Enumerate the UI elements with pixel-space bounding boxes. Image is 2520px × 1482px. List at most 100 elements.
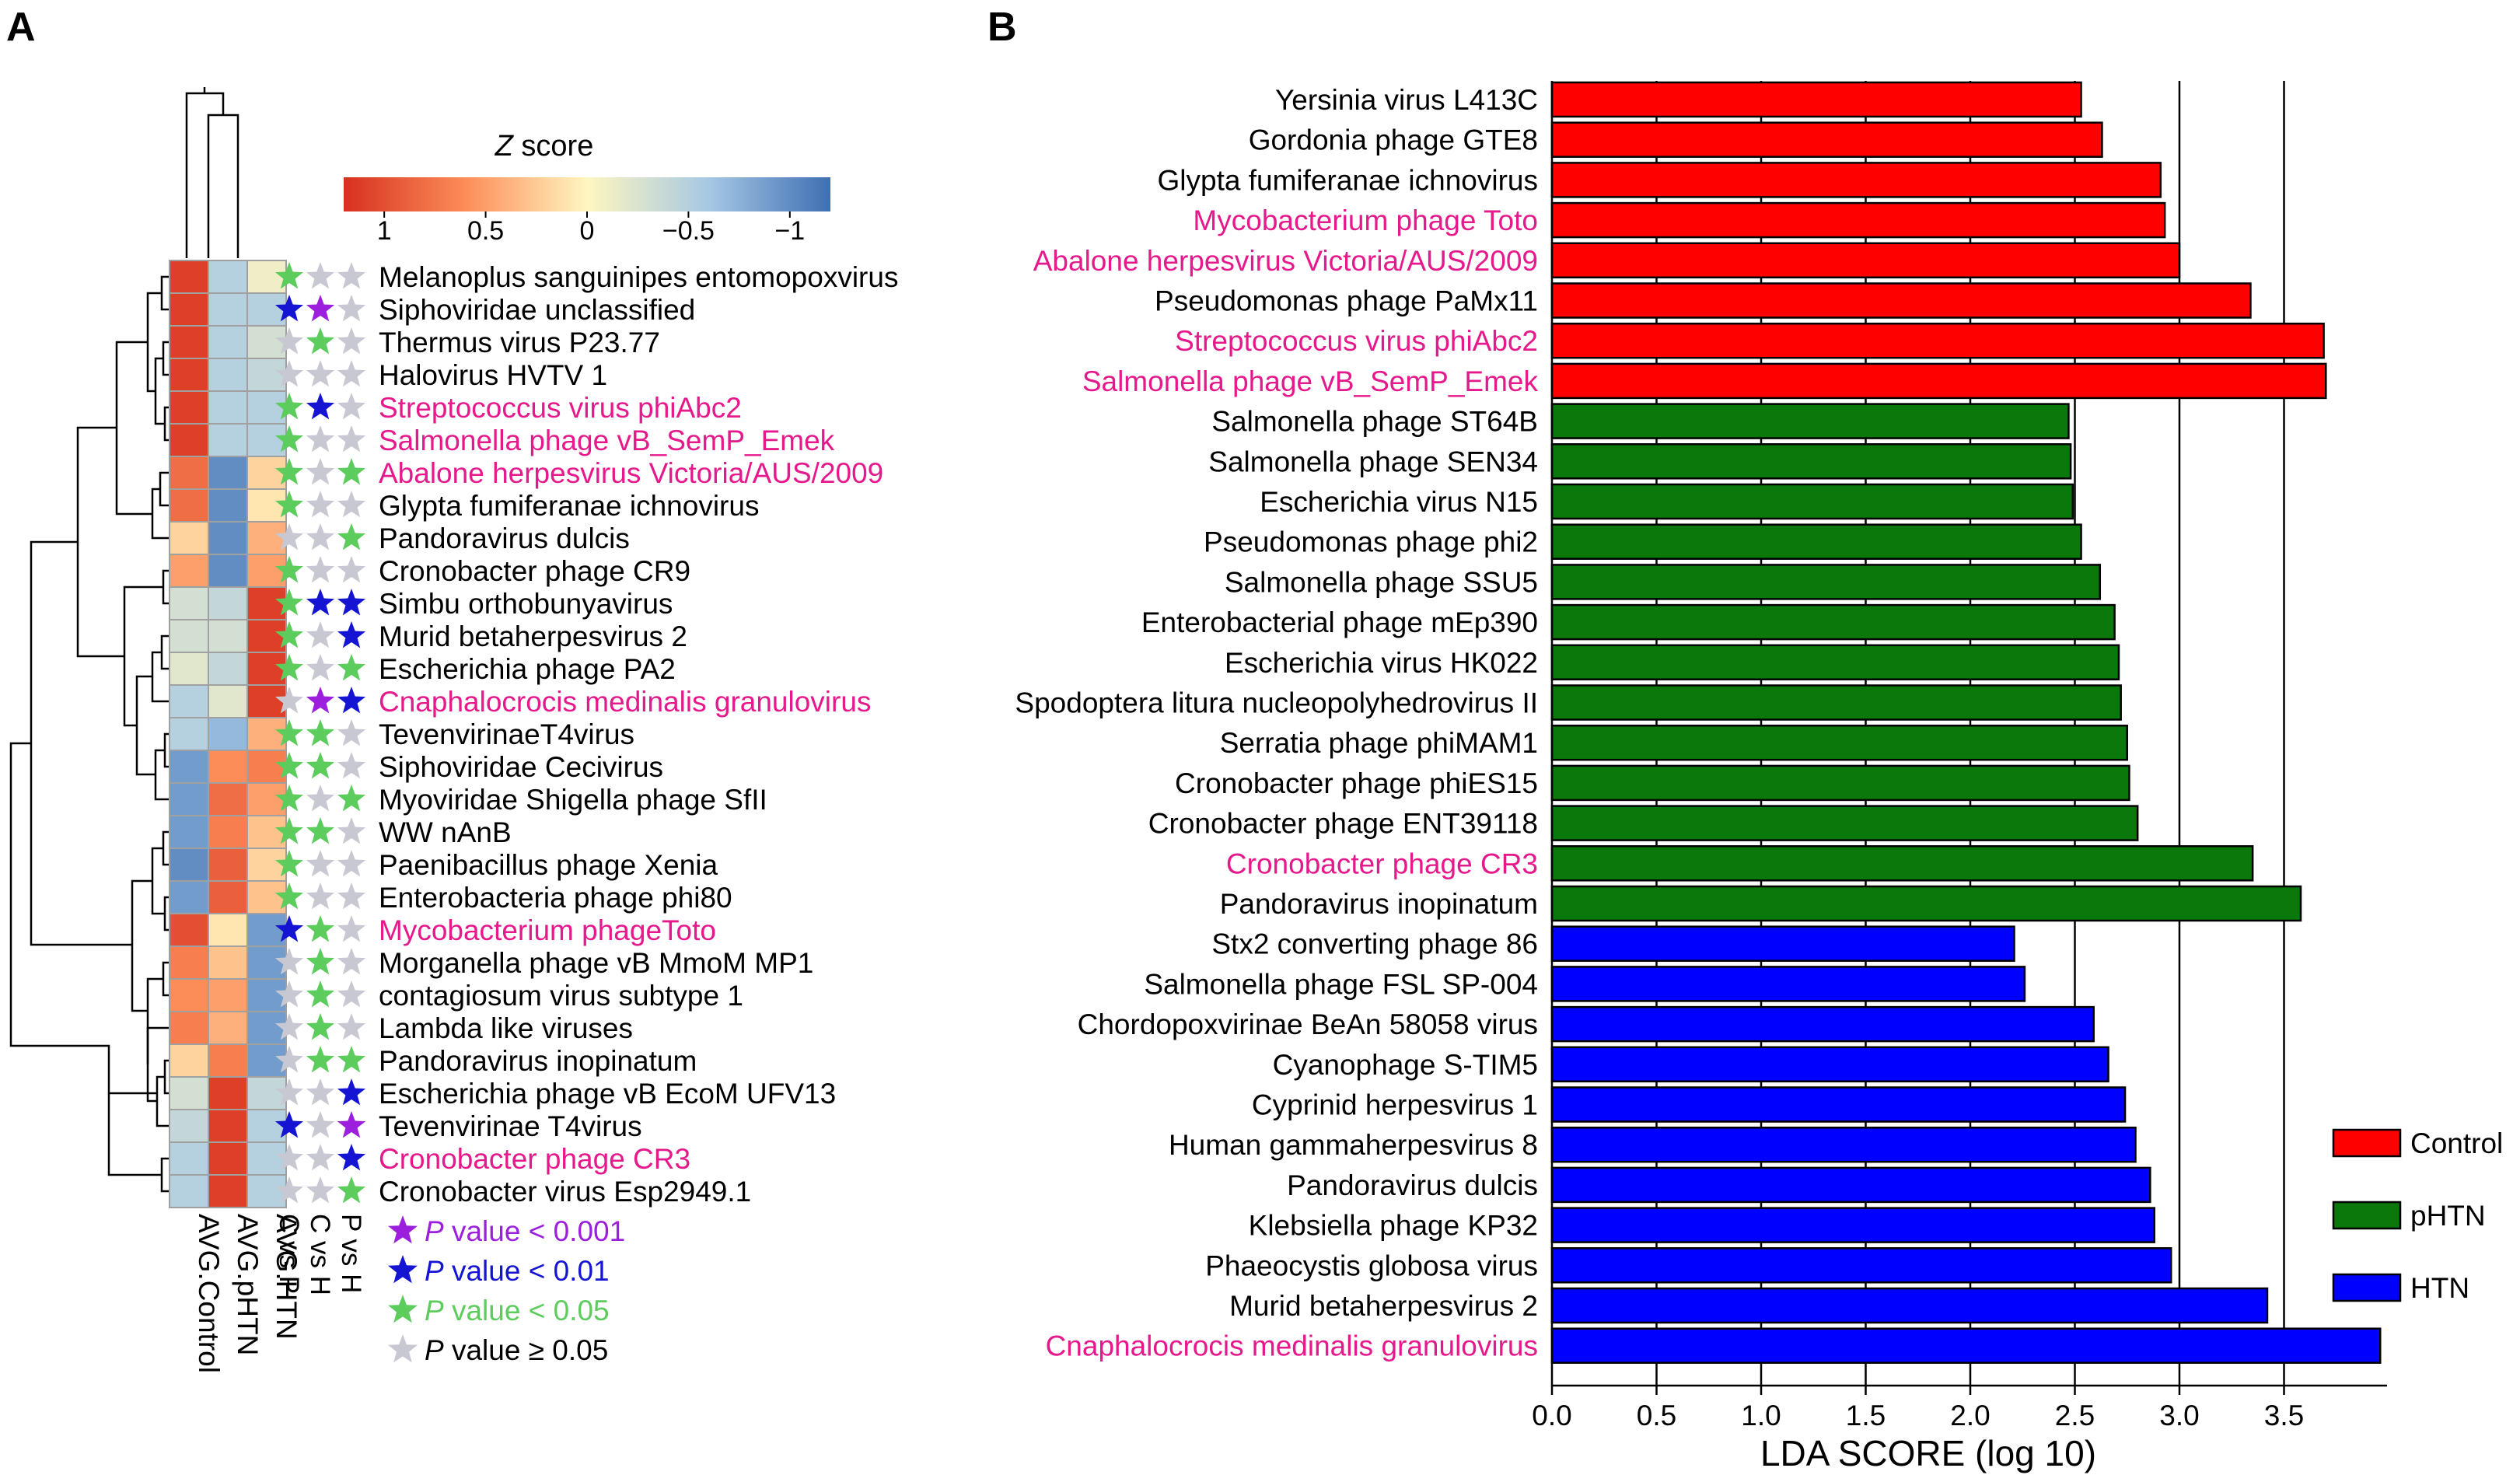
heatmap-cell	[208, 848, 248, 882]
significance-star	[306, 719, 335, 746]
heatmap-cell	[169, 1076, 209, 1110]
significance-star	[274, 360, 304, 387]
significance-star	[274, 1046, 304, 1073]
lda-legend-swatch	[2332, 1128, 2402, 1158]
significance-star	[337, 752, 366, 779]
significance-star	[337, 785, 366, 812]
heatmap-cell	[208, 358, 248, 392]
lda-bar	[1550, 1207, 2155, 1243]
significance-star	[306, 556, 335, 583]
lda-bar	[1550, 603, 2116, 641]
lda-bar	[1550, 282, 2252, 319]
significance-star	[337, 980, 366, 1008]
lda-tick-label: 3.0	[2159, 1400, 2199, 1431]
lda-bar-label: Salmonella phage vB_SemP_Emek	[1082, 365, 1539, 397]
heatmap-cell	[169, 325, 209, 359]
heatmap-cell	[169, 390, 209, 425]
lda-bar	[1550, 1086, 2127, 1123]
significance-star	[306, 687, 335, 714]
heatmap-cell	[208, 521, 248, 555]
lda-bar-label: Human gammaherpesvirus 8	[1169, 1129, 1538, 1161]
lda-tick-label: 0.5	[1637, 1400, 1676, 1431]
lda-legend-label: HTN	[2410, 1272, 2469, 1304]
significance-star	[337, 1144, 366, 1171]
heatmap-cell	[208, 1043, 248, 1078]
lda-bar-label: Spodoptera litura nucleopolyhedrovirus I…	[1015, 687, 1538, 719]
lda-bar-label: Stx2 converting phage 86	[1211, 928, 1538, 960]
column-label: AVG.HTN	[271, 1214, 302, 1340]
heatmap-cell	[169, 619, 209, 653]
significance-star	[274, 915, 304, 942]
lda-bar	[1550, 764, 2130, 802]
heatmap-cell	[208, 292, 248, 327]
heatmap-cell	[208, 913, 248, 947]
heatmap-cell	[169, 358, 209, 392]
significance-stars	[274, 262, 366, 1204]
lda-bar-label: Klebsiella phage KP32	[1249, 1210, 1538, 1242]
heatmap-cell	[208, 488, 248, 523]
heatmap-cell	[246, 880, 287, 914]
significance-star	[306, 654, 335, 681]
lda-bar-label: Pseudomonas phage phi2	[1204, 526, 1538, 558]
heatmap-cell	[208, 1076, 248, 1110]
significance-star	[306, 393, 335, 420]
lda-bar-label: Pandoravirus dulcis	[1287, 1169, 1538, 1201]
lda-legend-swatch	[2332, 1201, 2402, 1230]
heatmap-cell	[169, 586, 209, 620]
lda-bar-label: Phaeocystis globosa virus	[1205, 1250, 1538, 1281]
lda-bar-label: Chordopoxvirinae BeAn 58058 virus	[1078, 1008, 1538, 1040]
significance-star	[274, 621, 304, 648]
significance-star	[274, 1013, 304, 1040]
lda-bar	[1550, 403, 2070, 439]
significance-star	[274, 687, 304, 714]
lda-legend: Control pHTN HTN	[2332, 1127, 2503, 1304]
heatmap-cell	[246, 848, 287, 882]
pvalue-legend-text: P value < 0.001	[425, 1215, 625, 1247]
heatmap-cell	[169, 1141, 209, 1176]
heatmap-cell	[246, 652, 287, 686]
significance-star	[274, 1144, 304, 1171]
lda-bar-label: Pseudomonas phage PaMx11	[1155, 285, 1538, 317]
heatmap-cell	[246, 521, 287, 555]
significance-star	[337, 1111, 366, 1138]
lda-bar	[1550, 644, 2120, 681]
significance-star	[306, 883, 335, 910]
lda-bar	[1550, 162, 2162, 198]
heatmap-cell	[169, 521, 209, 555]
heatmap-cell	[169, 456, 209, 490]
heatmap-cell	[169, 652, 209, 686]
row-label: Siphoviridae unclassified	[379, 294, 695, 326]
heatmap-cell	[246, 488, 287, 523]
significance-star	[337, 327, 366, 355]
heatmap-cell	[208, 423, 248, 457]
lda-tick-label: 2.0	[1950, 1400, 1990, 1431]
lda-bar	[1550, 724, 2128, 761]
heatmap-cell	[208, 619, 248, 653]
lda-bar-label: Cronobacter phage phiES15	[1175, 767, 1538, 799]
heatmap-cell	[169, 554, 209, 588]
row-label: Lambda like viruses	[379, 1012, 633, 1044]
panel-b-label: B	[987, 5, 1017, 50]
heatmap-cell	[246, 619, 287, 653]
significance-star	[306, 491, 335, 518]
significance-star	[306, 458, 335, 485]
panel-a-label: A	[6, 5, 36, 50]
lda-bar	[1550, 1287, 2269, 1324]
heatmap-cell	[246, 456, 287, 490]
significance-star	[274, 948, 304, 975]
lda-bar	[1550, 1005, 2095, 1043]
significance-star	[306, 1013, 335, 1040]
row-label: Enterobacteria phage phi80	[379, 882, 732, 914]
heatmap-cell	[169, 1174, 209, 1208]
heatmap-cell	[208, 1141, 248, 1176]
heatmap-cell	[246, 782, 287, 816]
panel-a: Z score 1 0.5 0 −0.5 −1	[9, 87, 898, 1373]
row-label: Tevenvirinae T4virus	[379, 1110, 642, 1142]
lda-bar	[1550, 1327, 2382, 1364]
lda-bar-label: Salmonella phage ST64B	[1211, 406, 1538, 438]
heatmap-cell	[208, 945, 248, 980]
pvalue-legend-star	[388, 1215, 418, 1244]
significance-star	[274, 262, 304, 289]
significance-star	[337, 948, 366, 975]
significance-star	[274, 752, 304, 779]
